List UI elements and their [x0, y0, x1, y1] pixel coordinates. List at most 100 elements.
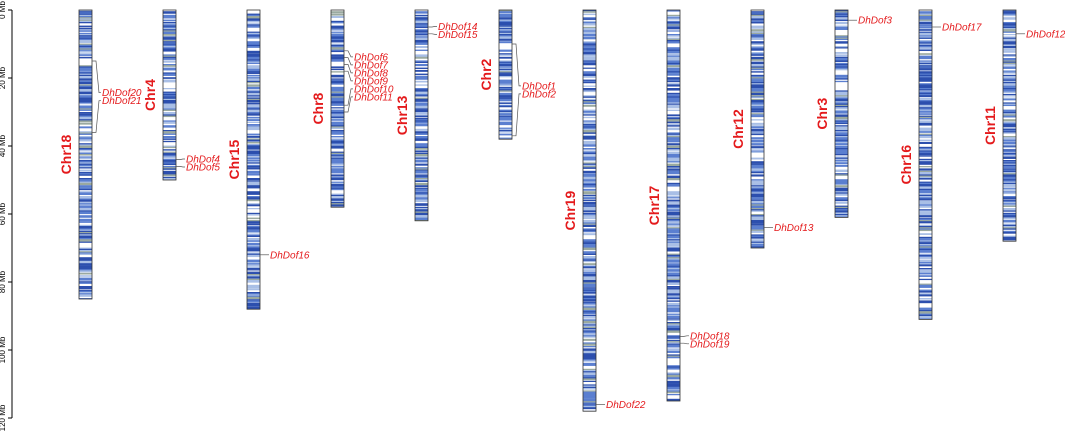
band: [667, 265, 680, 268]
band: [667, 230, 680, 234]
band: [751, 228, 764, 230]
band: [331, 98, 344, 101]
band: [667, 337, 680, 340]
band: [331, 66, 344, 69]
band: [331, 54, 344, 57]
band: [247, 121, 260, 123]
band: [79, 56, 92, 59]
band: [919, 228, 932, 231]
band: [79, 50, 92, 53]
band: [751, 226, 764, 229]
band: [919, 60, 932, 63]
band: [331, 127, 344, 130]
band: [415, 158, 428, 162]
band: [1003, 38, 1016, 42]
band: [79, 270, 92, 273]
band: [163, 138, 176, 140]
band: [331, 204, 344, 207]
band: [667, 223, 680, 226]
band: [751, 167, 764, 170]
band: [1003, 71, 1016, 74]
band: [919, 41, 932, 43]
band: [247, 230, 260, 234]
chromosome-outline: [750, 9, 765, 249]
band: [667, 388, 680, 390]
band: [247, 106, 260, 108]
band: [835, 208, 848, 210]
band: [247, 232, 260, 234]
band: [583, 350, 596, 353]
band: [1003, 131, 1016, 134]
band: [751, 210, 764, 212]
band: [79, 188, 92, 191]
band: [331, 118, 344, 120]
band: [919, 124, 932, 126]
band: [163, 133, 176, 135]
band: [667, 191, 680, 194]
band: [499, 118, 512, 121]
band: [667, 390, 680, 393]
band: [919, 20, 932, 23]
band: [835, 210, 848, 213]
band: [499, 54, 512, 56]
band: [667, 100, 680, 103]
band: [583, 404, 596, 407]
band: [583, 136, 596, 139]
band: [919, 174, 932, 177]
gene-label: DhDof5: [186, 163, 220, 174]
band: [583, 52, 596, 55]
band: [919, 148, 932, 150]
band: [415, 98, 428, 101]
gene-label: DhDof9: [354, 76, 388, 87]
band: [1003, 78, 1016, 80]
band: [499, 64, 512, 67]
band: [1003, 236, 1016, 239]
band: [919, 254, 932, 257]
gene-label: DhDof20: [102, 88, 142, 99]
band: [919, 42, 932, 45]
band: [163, 49, 176, 52]
band: [919, 104, 932, 107]
band: [415, 217, 428, 220]
band: [415, 19, 428, 22]
band: [667, 137, 680, 140]
band: [667, 295, 680, 298]
band: [415, 110, 428, 113]
band: [79, 34, 92, 36]
band: [415, 26, 428, 29]
band: [247, 113, 260, 116]
band: [163, 109, 176, 112]
band: [667, 328, 680, 330]
band: [583, 191, 596, 194]
band: [583, 223, 596, 225]
band: [499, 113, 512, 116]
band: [331, 188, 344, 191]
band: [79, 118, 92, 120]
band: [751, 145, 764, 147]
band: [583, 28, 596, 30]
band: [1003, 212, 1016, 215]
band: [919, 163, 932, 165]
band: [835, 199, 848, 202]
band: [667, 158, 680, 162]
gene-marker-line: [680, 342, 689, 345]
band: [583, 244, 596, 246]
band: [583, 197, 596, 200]
band: [79, 133, 92, 135]
band: [331, 32, 344, 35]
band: [919, 233, 932, 235]
band: [1003, 12, 1016, 15]
band: [751, 113, 764, 115]
band: [751, 180, 764, 183]
band: [667, 322, 680, 324]
band: [163, 80, 176, 83]
band: [667, 277, 680, 280]
band: [667, 286, 680, 288]
band: [667, 365, 680, 368]
band: [163, 162, 176, 165]
band: [415, 150, 428, 153]
band: [415, 172, 428, 174]
band: [583, 265, 596, 268]
band: [751, 26, 764, 29]
